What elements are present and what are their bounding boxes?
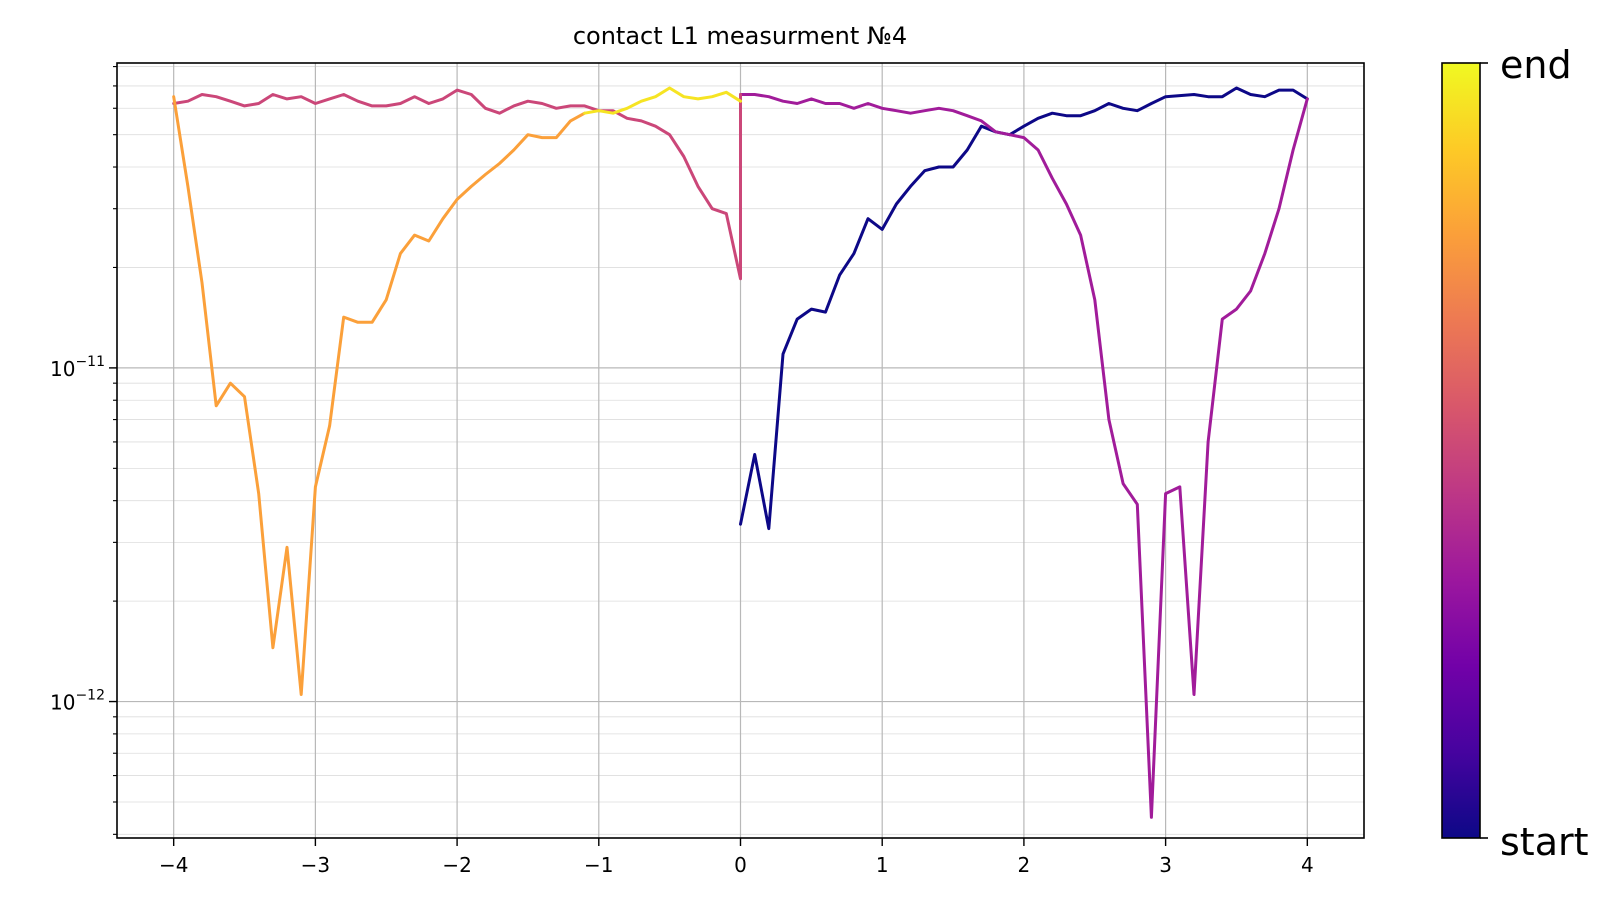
chart-title: contact L1 measurment №4 — [573, 22, 907, 50]
series-line-4 — [172, 95, 587, 696]
colorbar-start-label: start — [1500, 820, 1589, 864]
x-tick-label: −3 — [301, 853, 330, 877]
x-tick-label: 3 — [1159, 853, 1172, 877]
x-tick-label: 2 — [1018, 853, 1031, 877]
series-line-5 — [583, 86, 742, 115]
series-line-3 — [172, 88, 742, 281]
series-line-1 — [739, 86, 1309, 531]
x-tick-label: 1 — [876, 853, 889, 877]
plot-lines — [172, 86, 1309, 819]
axis-ticks: 10−12 10−11 −4 −3 −2 −1 0 1 2 3 4 — [50, 66, 1314, 877]
series-line-2 — [739, 93, 1309, 819]
x-tick-label: 0 — [734, 853, 747, 877]
colorbar-end-label: end — [1500, 43, 1572, 87]
y-tick-label: 10−12 — [50, 688, 105, 715]
x-tick-label: −4 — [159, 853, 188, 877]
x-tick-label: −2 — [442, 853, 471, 877]
y-tick-label: 10−11 — [50, 354, 105, 381]
colorbar — [1441, 62, 1481, 839]
x-tick-label: −1 — [584, 853, 613, 877]
x-tick-label: 4 — [1301, 853, 1314, 877]
